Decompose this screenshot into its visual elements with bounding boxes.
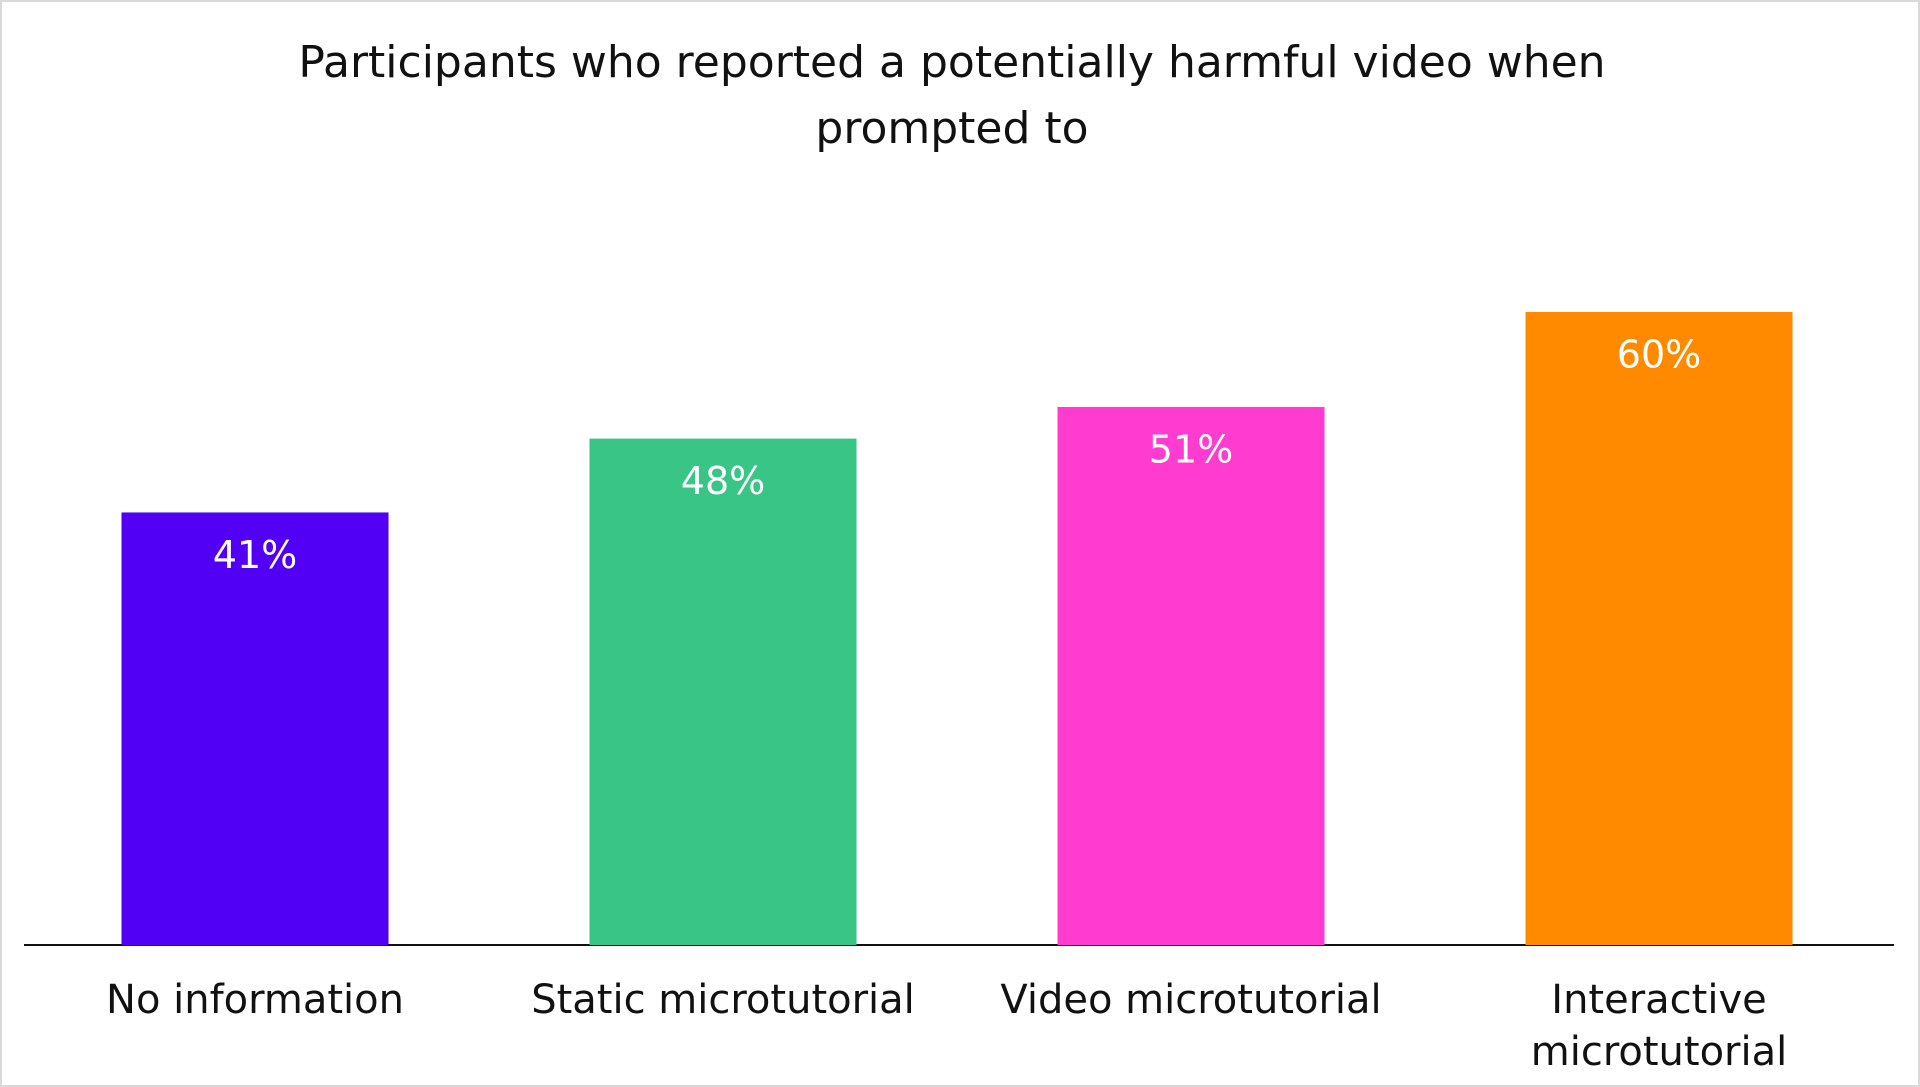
value-label: 48% [681,459,765,503]
x-tick-label: Interactive microtutorial [1530,977,1788,1075]
x-tick-label: No information [106,977,404,1023]
x-tick-label: Video microtutorial [1000,977,1382,1023]
bar [589,438,857,945]
bar [1057,406,1325,945]
value-label: 51% [1149,427,1233,471]
x-tick-label: Static microtutorial [531,977,915,1023]
value-label: 60% [1617,333,1701,377]
value-label: 41% [213,533,297,577]
bar [121,512,389,945]
bar [1525,312,1793,945]
chart-title: Participants who reported a potentially … [298,37,1606,154]
